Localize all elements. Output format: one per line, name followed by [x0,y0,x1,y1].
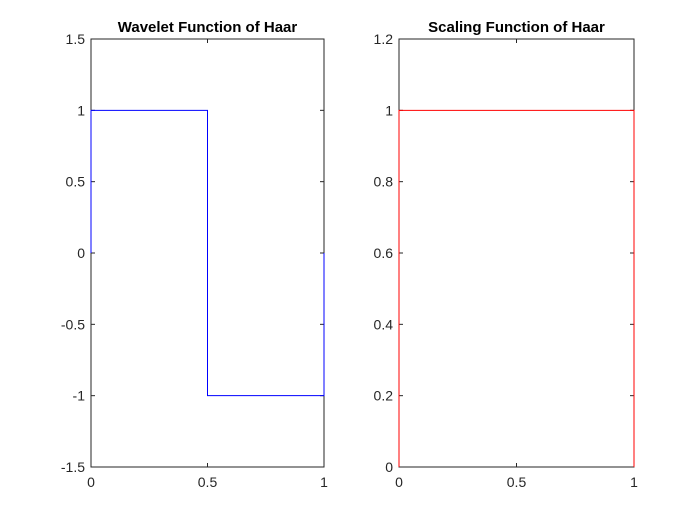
wavelet-chart-title: Wavelet Function of Haar [118,19,298,36]
scaling-plot-area: 0 0.2 0.4 0.6 0.8 1 1.2 0 0.5 1 [374,31,639,490]
wavelet-xtick-label: 0.5 [198,474,218,490]
scaling-chart-title: Scaling Function of Haar [428,19,605,36]
wavelet-ytick-label: -1 [73,388,86,404]
wavelet-plot-area: -1.5 -1 -0.5 0 0.5 1 1.5 0 0.5 1 [61,31,328,490]
scaling-xtick-label: 1 [630,474,638,490]
wavelet-ytick-label: -0.5 [61,316,85,332]
wavelet-xtick-label: 0 [87,474,95,490]
scaling-axes-box [398,38,635,468]
wavelet-ytick-label: -1.5 [61,459,85,475]
scaling-ytick-label: 1.2 [374,31,394,47]
wavelet-ytick-label: 1.5 [66,31,86,47]
scaling-ytick-label: 0.4 [374,316,394,332]
wavelet-ytick-label: 1 [77,102,85,118]
scaling-series-line [398,109,635,467]
wavelet-xtick-label: 1 [320,474,328,490]
scaling-subplot: Scaling Function of Haar 0 0.2 0.4 0.6 0.8 1 1… [374,19,639,490]
wavelet-series-line [90,109,325,397]
scaling-ytick-label: 0.8 [374,174,394,190]
scaling-ytick-label: 0.2 [374,388,394,404]
scaling-xtick-label: 0.5 [507,474,527,490]
scaling-ytick-label: 1 [385,102,393,118]
scaling-ytick-label: 0 [385,459,393,475]
wavelet-ytick-label: 0 [77,245,85,261]
scaling-ytick-label: 0.6 [374,245,394,261]
wavelet-ytick-label: 0.5 [66,174,86,190]
scaling-xtick-label: 0 [395,474,403,490]
wavelet-subplot: Wavelet Function of Haar -1.5 -1 -0.5 0 0.5 1… [61,19,328,490]
